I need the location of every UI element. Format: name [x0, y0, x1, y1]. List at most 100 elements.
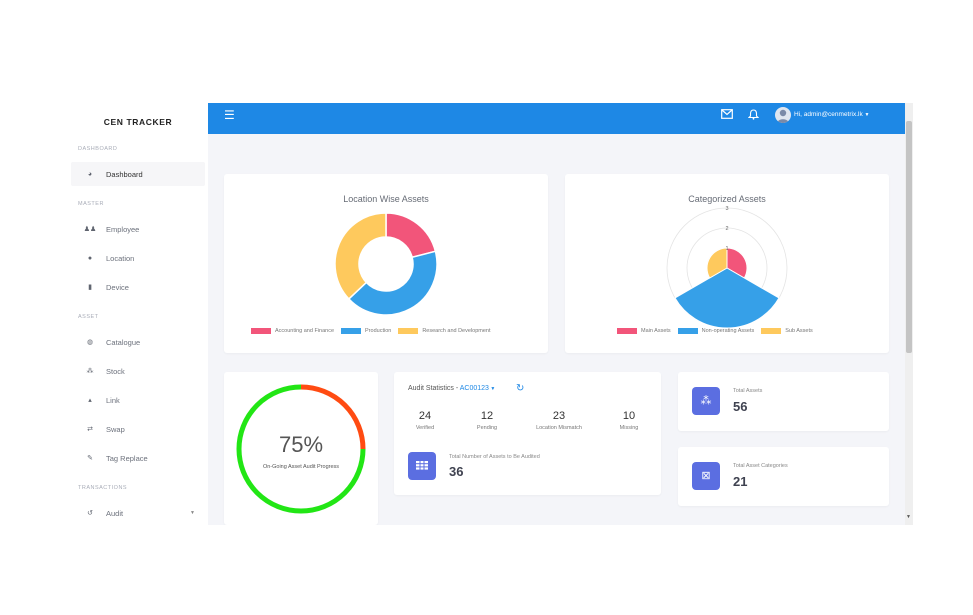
stat-value: 23: [552, 410, 566, 422]
section-dashboard: DASHBOARD: [78, 146, 118, 152]
sidebar-item-location[interactable]: ● Location: [71, 246, 205, 270]
avatar[interactable]: [775, 107, 791, 123]
legend-label: Sub Assets: [785, 328, 813, 334]
user-label: Hi, admin@cenmetrix.lk: [794, 111, 863, 118]
legend-label: Main Assets: [641, 328, 671, 334]
section-asset: ASSET: [78, 314, 99, 320]
legend-item[interactable]: Accounting and Finance: [251, 328, 334, 334]
legend-item[interactable]: Production: [341, 328, 391, 334]
kpi-label: Total Assets: [733, 388, 763, 394]
sidebar-item-label: Stock: [106, 366, 125, 376]
total-assets-card: ⁂ Total Assets 56: [678, 372, 889, 431]
sidebar-item-dashboard[interactable]: ◕ Dashboard: [71, 162, 205, 186]
dashboard-icon: ◕: [87, 170, 93, 178]
sidebar-item-swap[interactable]: ⇄ Swap: [71, 417, 205, 441]
total-audit-label: Total Number of Assets to Be Audited: [449, 454, 540, 460]
edit-icon: ✎: [87, 455, 93, 462]
donut-slice[interactable]: [385, 212, 437, 259]
stat-label: Verified: [415, 425, 435, 431]
categories-icon: ⊠: [692, 462, 720, 490]
total-audit-value: 36: [449, 464, 464, 479]
legend-item[interactable]: Non-operating Assets: [677, 328, 754, 334]
sidebar-item-label: Swap: [106, 424, 125, 434]
swap-icon: ⇄: [87, 426, 93, 433]
stat-value: 24: [418, 410, 432, 422]
table-icon: [408, 452, 436, 480]
stat-verified: 24 Verified: [390, 410, 460, 431]
total-categories-card: ⊠ Total Asset Categories 21: [678, 447, 889, 506]
stat-value: 10: [622, 410, 636, 422]
polar-tick-label: 3: [725, 206, 728, 212]
main-content: ☰ Hi, admin@cenmetrix.lk ▼ Location Wise…: [208, 103, 905, 525]
polar-tick-label: 1: [725, 246, 728, 252]
sidebar-item-stock[interactable]: ⁂ Stock: [71, 359, 205, 383]
sidebar-item-tag-replace[interactable]: ✎ Tag Replace: [71, 446, 205, 470]
vertical-scrollbar[interactable]: ▼: [905, 103, 913, 525]
legend-swatch: [761, 328, 782, 334]
hamburger-icon[interactable]: ☰: [224, 108, 235, 122]
catalogue-icon: ◍: [86, 339, 94, 346]
stat-location-mismatch: 23 Location Mismatch: [524, 410, 594, 431]
audit-id-select[interactable]: AC00123: [459, 385, 489, 392]
refresh-icon[interactable]: ↻: [516, 383, 525, 394]
section-master: MASTER: [78, 201, 104, 207]
stat-missing: 10 Missing: [594, 410, 664, 431]
chart-legend: Accounting and Finance Production Research…: [251, 328, 498, 334]
stat-pending: 12 Pending: [452, 410, 522, 431]
categorized-polar-chart: 1 2 3: [666, 206, 788, 329]
assets-icon: ⁂: [692, 387, 720, 415]
brand-logo[interactable]: CEN TRACKER: [103, 117, 173, 127]
audit-stats-title: Audit Statistics - AC00123 ▼: [408, 385, 496, 392]
kpi-value: 56: [733, 399, 748, 414]
polar-slice[interactable]: [674, 267, 780, 329]
legend-item[interactable]: Main Assets: [617, 328, 671, 334]
sidebar-item-label: Dashboard: [106, 169, 143, 179]
stat-label: Pending: [476, 425, 498, 431]
polar-tick-label: 2: [725, 226, 728, 232]
progress-remaining-arc: [300, 384, 366, 450]
progress-done-arc: [236, 384, 366, 514]
donut-slice[interactable]: [334, 212, 387, 300]
sidebar-item-link[interactable]: ▴ Link: [71, 388, 205, 412]
location-donut-chart: [334, 212, 438, 316]
kpi-label: Total Asset Categories: [733, 463, 788, 469]
sidebar: CEN TRACKER DASHBOARD ◕ Dashboard MASTER…: [68, 103, 208, 525]
legend-swatch: [617, 328, 637, 334]
chevron-down-icon: ▼: [190, 510, 195, 516]
sidebar-item-label: Location: [106, 253, 135, 263]
kpi-value: 21: [733, 474, 748, 489]
donut-slice[interactable]: [347, 250, 438, 316]
scroll-down-icon[interactable]: ▼: [906, 514, 911, 520]
app-window: CEN TRACKER DASHBOARD ◕ Dashboard MASTER…: [68, 103, 913, 525]
stat-label: Location Mismatch: [536, 425, 582, 431]
legend-item[interactable]: Research and Development: [398, 328, 491, 334]
legend-label: Production: [365, 328, 392, 334]
bell-icon[interactable]: [747, 109, 760, 123]
mobile-icon: ▮: [88, 284, 92, 291]
sidebar-item-device[interactable]: ▮ Device: [71, 275, 205, 299]
top-navbar: ☰ Hi, admin@cenmetrix.lk ▼: [208, 103, 905, 134]
link-icon: ▴: [88, 397, 92, 404]
sidebar-item-audit[interactable]: ↺ Audit ▼: [71, 501, 205, 525]
map-pin-icon: ●: [87, 254, 93, 262]
audit-stats-title-text: Audit Statistics -: [408, 385, 460, 392]
stat-label: Missing: [619, 425, 639, 431]
legend-swatch: [341, 328, 362, 334]
sidebar-item-label: Catalogue: [106, 337, 141, 347]
progress-caption: On-Going Asset Audit Progress: [262, 464, 340, 470]
mail-icon[interactable]: [721, 109, 733, 122]
scrollbar-thumb[interactable]: [906, 121, 912, 353]
polar-slice[interactable]: [706, 247, 728, 279]
sidebar-item-label: Employee: [106, 224, 140, 234]
sidebar-item-label: Device: [106, 282, 129, 292]
chart-legend: Main Assets Non-operating Assets Sub Asset…: [617, 328, 820, 334]
legend-label: Accounting and Finance: [275, 328, 335, 334]
audit-statistics-card: Audit Statistics - AC00123 ▼ ↻ 24 Verifie…: [394, 372, 661, 495]
categorized-assets-card: Categorized Assets 1 2 3 Main Assets Non-op…: [565, 174, 889, 353]
sidebar-item-catalogue[interactable]: ◍ Catalogue: [71, 330, 205, 354]
section-transactions: TRANSACTIONS: [78, 485, 128, 491]
legend-item[interactable]: Sub Assets: [761, 328, 813, 334]
sidebar-item-employee[interactable]: ♟♟ Employee: [71, 217, 205, 241]
audit-progress-card: 75% On-Going Asset Audit Progress: [224, 372, 378, 525]
user-menu[interactable]: Hi, admin@cenmetrix.lk ▼: [794, 111, 870, 118]
